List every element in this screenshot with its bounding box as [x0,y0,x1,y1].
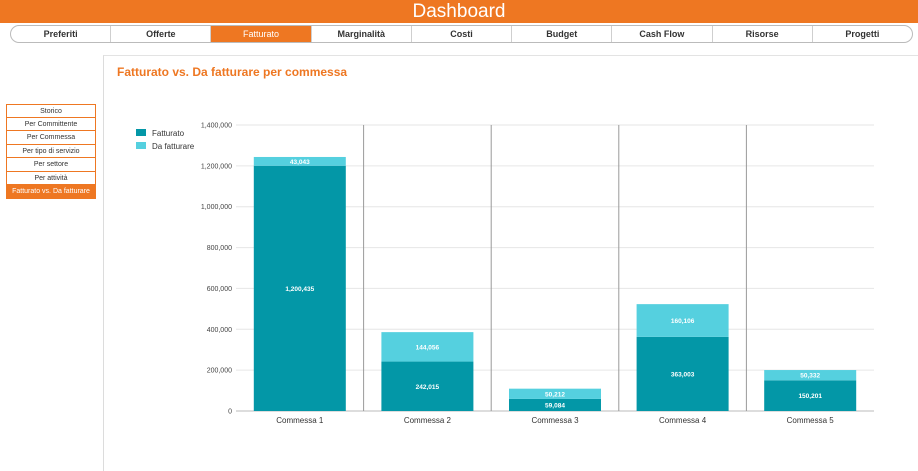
y-tick-label: 1,000,000 [201,204,232,211]
main-panel [103,55,918,471]
bar-fatturato [509,398,601,411]
data-label: 363,003 [671,371,695,378]
bar-da-fatturare [764,370,857,381]
data-label: 43,043 [290,159,310,166]
tab-budget[interactable]: Budget [511,26,611,42]
x-tick-label: Commessa 5 [787,416,835,425]
bar-da-fatturare [636,304,729,337]
tab-costi[interactable]: Costi [410,26,511,42]
bar-da-fatturare [509,388,601,399]
data-label: 50,212 [545,391,565,398]
sidebar-item-storico[interactable]: Storico [6,104,96,118]
y-tick-label: 200,000 [207,368,232,375]
legend-swatch [136,129,146,136]
bar-da-fatturare [381,332,474,362]
tab-progetti[interactable]: Progetti [811,26,912,42]
sidebar-item-per-tipo-servizio[interactable]: Per tipo di servizio [6,144,96,158]
side-menu: Storico Per Committente Per Commessa Per… [6,104,96,199]
x-tick-label: Commessa 3 [531,416,579,425]
data-label: 50,332 [800,373,820,380]
y-tick-label: 600,000 [207,286,232,293]
x-tick-label: Commessa 1 [276,416,324,425]
bar-fatturato [381,361,474,411]
sidebar-item-fatturato-vs-da-fatturare[interactable]: Fatturato vs. Da fatturare [6,185,96,199]
legend-label: Da fatturare [152,142,195,151]
data-label: 242,015 [416,384,440,391]
sidebar-item-per-committente[interactable]: Per Committente [6,117,96,131]
y-tick-label: 400,000 [207,327,232,334]
data-label: 160,106 [671,318,695,325]
bar-fatturato [764,380,857,411]
bar-fatturato [253,165,346,411]
data-label: 59,084 [545,402,565,409]
x-tick-label: Commessa 4 [659,416,707,425]
data-label: 1,200,435 [285,286,314,293]
bar-da-fatturare [253,156,346,166]
y-tick-label: 800,000 [207,245,232,252]
app-header: Dashboard [0,0,918,23]
tab-marginalita[interactable]: Marginalità [310,26,411,42]
data-label: 150,201 [798,393,822,400]
legend-label: Fatturato [152,129,185,138]
legend-swatch [136,142,146,149]
chart-title: Fatturato vs. Da fatturare per commessa [117,65,348,79]
data-label: 144,056 [416,344,440,351]
tab-offerte[interactable]: Offerte [110,26,210,42]
sidebar-item-per-settore[interactable]: Per settore [6,158,96,172]
tab-preferiti[interactable]: Preferiti [43,29,78,39]
tab-cash-flow[interactable]: Cash Flow [611,26,711,42]
bar-fatturato [636,336,729,411]
y-tick-label: 1,400,000 [201,123,232,130]
y-tick-label: 0 [228,409,232,416]
y-tick-label: 1,200,000 [201,163,232,170]
main-nav: Preferiti Offerte Fatturato Marginalità … [10,25,913,43]
tab-risorse[interactable]: Risorse [711,26,812,42]
x-tick-label: Commessa 2 [404,416,452,425]
sidebar-item-per-attivita[interactable]: Per attività [6,171,96,185]
app-title: Dashboard [412,1,506,22]
sidebar-item-per-commessa[interactable]: Per Commessa [6,131,96,145]
tab-fatturato[interactable]: Fatturato [210,26,311,42]
